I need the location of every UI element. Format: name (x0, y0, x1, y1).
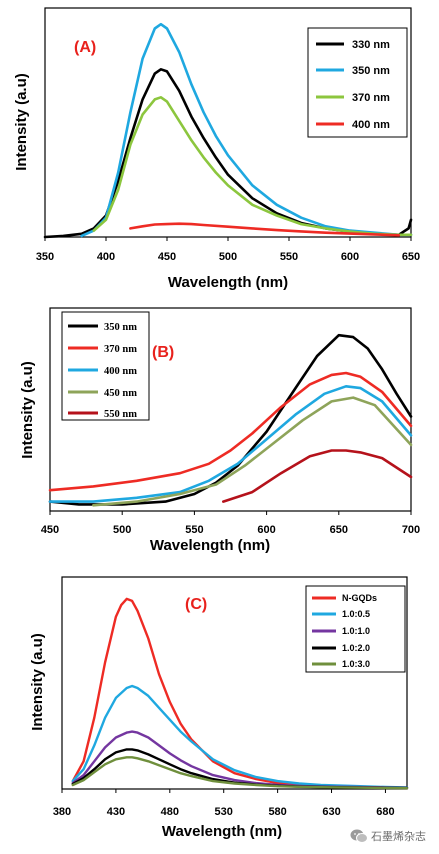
plot-frame (49, 307, 412, 512)
legend: 350 nm 370 nm 400 nm 450 nm 550 nm (61, 311, 150, 421)
legend-entry: 350 nm (104, 322, 137, 333)
legend-box (61, 311, 150, 421)
panel-label: (B) (152, 344, 174, 361)
legend-entry: 400 nm (104, 366, 137, 377)
series-line (92, 396, 413, 507)
series-line (48, 385, 413, 503)
x-tick-label: 600 (257, 524, 275, 536)
series-line (71, 748, 409, 790)
legend-entry: 1.0:1.0 (342, 626, 370, 636)
legend-entry: 370 nm (352, 92, 390, 104)
legend-entry: N-GQDs (342, 593, 377, 603)
watermark: 石墨烯杂志 (350, 826, 436, 846)
x-axis-label: Wavelength (nm) (168, 274, 288, 291)
watermark-text: 石墨烯杂志 (371, 830, 426, 843)
legend: 330 nm 350 nm 370 nm 400 nm (307, 27, 408, 138)
x-axis-label: Wavelength (nm) (150, 537, 270, 554)
series-line (48, 371, 413, 492)
x-tick-label: 400 (97, 251, 115, 263)
x-tick-label: 650 (402, 251, 420, 263)
legend-entry: 550 nm (104, 409, 137, 420)
legend-box (307, 27, 408, 138)
y-axis-label: Intensity (a.u) (13, 73, 30, 171)
series-line (222, 449, 413, 503)
legend-entry: 400 nm (352, 119, 390, 131)
legend-entry: 1.0:2.0 (342, 643, 370, 653)
x-tick-label: 500 (219, 251, 237, 263)
wechat-icon (350, 829, 368, 843)
panel-label: (C) (185, 596, 207, 613)
panel-label: (A) (74, 39, 96, 56)
x-tick-label: 700 (402, 524, 420, 536)
x-tick-label: 450 (158, 251, 176, 263)
x-tick-label: 680 (376, 806, 394, 818)
legend-entry: 1.0:3.0 (342, 659, 370, 669)
legend-entry: 350 nm (352, 65, 390, 77)
legend-entry: 370 nm (104, 344, 137, 355)
legend-entry: 1.0:0.5 (342, 609, 370, 619)
series-line (129, 222, 401, 237)
x-tick-label: 650 (330, 524, 348, 536)
chart-panel-2: 450 500 550 600 650 700 (B) Wavelength (nm) Inte… (19, 307, 420, 554)
legend-box (305, 585, 406, 673)
x-tick-label: 580 (268, 806, 286, 818)
legend-entry: 330 nm (352, 39, 390, 51)
series-line (71, 684, 409, 789)
y-axis-label: Intensity (a.u) (19, 361, 36, 459)
series-line (48, 333, 413, 506)
x-tick-label: 350 (36, 251, 54, 263)
legend: N-GQDs 1.0:0.5 1.0:1.0 1.0:2.0 1.0:3.0 (305, 585, 406, 673)
x-tick-label: 530 (215, 806, 233, 818)
legend-entry: 450 nm (104, 388, 137, 399)
x-tick-label: 550 (185, 524, 203, 536)
x-tick-label: 450 (41, 524, 59, 536)
series-line (92, 96, 413, 237)
x-tick-label: 380 (53, 806, 71, 818)
x-tick-label: 480 (161, 806, 179, 818)
x-axis-label: Wavelength (nm) (162, 823, 282, 840)
x-tick-label: 430 (107, 806, 125, 818)
x-tick-label: 600 (341, 251, 359, 263)
x-tick-label: 630 (322, 806, 340, 818)
y-axis-label: Intensity (a.u) (29, 633, 46, 731)
series-line (71, 756, 409, 790)
series-line (80, 22, 413, 238)
chart-panel-1: 350 400 450 500 550 600 650 (A) Wavelength (nm) I… (13, 7, 420, 291)
x-tick-label: 500 (113, 524, 131, 536)
x-tick-label: 550 (280, 251, 298, 263)
series-line (71, 730, 409, 789)
chart-panel-3: 380 430 480 530 580 630 680 (C) Wavelength (nm) I… (29, 576, 409, 840)
plot-frame (61, 576, 408, 790)
